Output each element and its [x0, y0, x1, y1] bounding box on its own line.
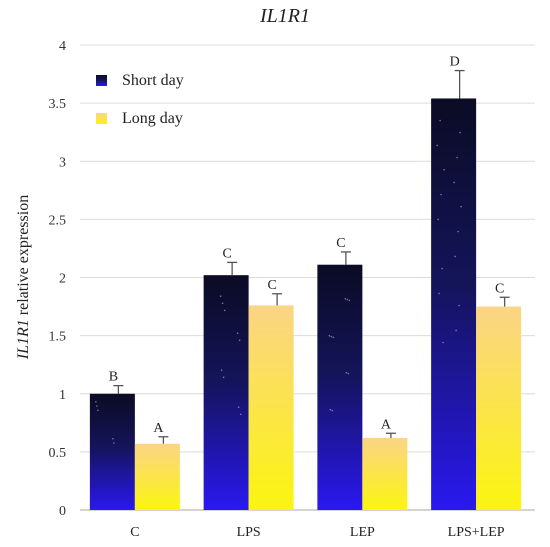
- bar-texture-dot: [458, 304, 460, 307]
- significance-letter-long-day-lps: C: [267, 278, 276, 293]
- bar-texture-dot: [223, 309, 226, 312]
- y-tick-label: 0.5: [49, 446, 67, 461]
- y-tick-label: 1.5: [49, 330, 67, 345]
- bar-short-day-lep: [317, 264, 363, 510]
- bar-texture-dot: [345, 371, 348, 374]
- bar-texture-dot: [236, 332, 239, 334]
- bar-long-day-lep: [362, 437, 408, 510]
- bar-texture-dot: [222, 376, 225, 379]
- bar-texture-dot: [344, 297, 347, 300]
- x-tick-label: C: [130, 525, 139, 540]
- bar-texture-dot: [438, 292, 440, 295]
- legend-swatch-short-day: [96, 75, 107, 86]
- bar-texture-dot: [346, 298, 349, 301]
- bar-texture-dot: [96, 405, 98, 407]
- bar-texture-dot: [97, 409, 99, 412]
- legend-label-short-day: Short day: [122, 72, 184, 89]
- significance-letter-short-day-lps: C: [222, 246, 231, 261]
- bar-texture-dot: [237, 406, 240, 408]
- bar-texture-dot: [436, 144, 438, 147]
- y-tick-label: 1: [59, 388, 66, 403]
- significance-letter-long-day-c: A: [153, 421, 164, 436]
- bar-texture-dot: [443, 168, 445, 171]
- y-tick-label: 2.5: [49, 213, 67, 228]
- y-axis-label: IL1R1 relative expression: [15, 195, 32, 360]
- bar-texture-dot: [459, 131, 461, 134]
- bar-texture-dot: [95, 400, 97, 403]
- bar-texture-dot: [439, 119, 441, 122]
- bar-texture-dot: [454, 255, 456, 258]
- bar-texture-dot: [328, 334, 331, 337]
- y-tick-label: 2: [59, 272, 66, 287]
- significance-letter-short-day-lps-lep: D: [450, 55, 460, 70]
- significance-letter-long-day-lep: A: [381, 417, 392, 432]
- legend: Short day Long day: [96, 72, 184, 127]
- bar-texture-dot: [453, 181, 455, 184]
- significance-letter-short-day-lep: C: [336, 236, 345, 251]
- significance-letter-short-day-c: B: [109, 370, 118, 385]
- bar-long-day-c: [134, 443, 180, 510]
- bar-texture-dot: [440, 193, 442, 196]
- bars: B A C C C A D C: [89, 55, 522, 510]
- bar-texture-dot: [347, 372, 350, 375]
- bar-texture-dot: [112, 437, 114, 440]
- bar-texture-dot: [238, 339, 241, 342]
- x-tick-labels: C LPS LEP LPS+LEP: [130, 525, 505, 540]
- y-tick-labels: 0 0.5 1 1.5 2 2.5 3 3.5 4: [49, 39, 67, 519]
- bar-texture-dot: [329, 408, 332, 411]
- bar-texture-dot: [442, 341, 444, 344]
- bar-texture-dot: [457, 230, 459, 233]
- legend-label-long-day: Long day: [122, 110, 183, 127]
- x-tick-label: LPS+LEP: [448, 525, 505, 540]
- bar-short-day-lps: [203, 275, 249, 510]
- bar-texture-dot: [460, 205, 462, 208]
- bar-long-day-lps-lep: [476, 306, 522, 510]
- y-tick-label: 0: [59, 504, 66, 519]
- bar-short-day-c: [89, 393, 135, 510]
- bar-texture-dot: [219, 295, 222, 297]
- bar-texture-dot: [455, 329, 457, 332]
- bar-texture-dot: [220, 369, 223, 371]
- bar-texture-dot: [221, 302, 224, 305]
- y-tick-label: 4: [59, 39, 66, 54]
- bar-texture-dot: [332, 336, 335, 339]
- bar-texture-dot: [437, 218, 439, 221]
- chart-title: IL1R1: [259, 5, 310, 27]
- bar-texture-dot: [239, 413, 242, 416]
- bar-texture-dot: [456, 156, 458, 159]
- bar-texture-dot: [441, 267, 443, 270]
- bar-texture-dot: [330, 335, 333, 338]
- bar-texture-dot: [331, 409, 334, 412]
- legend-swatch-long-day: [96, 113, 107, 124]
- y-tick-label: 3.5: [49, 97, 67, 112]
- y-tick-label: 3: [59, 155, 66, 170]
- bar-short-day-lps-lep: [431, 98, 477, 510]
- y-axis-label-text: relative expression: [15, 195, 32, 319]
- significance-letter-long-day-lps-lep: C: [495, 281, 504, 296]
- x-tick-label: LPS: [237, 525, 261, 540]
- bar-long-day-lps: [248, 305, 294, 510]
- y-axis-label-gene: IL1R1: [15, 319, 32, 360]
- x-tick-label: LEP: [350, 525, 375, 540]
- bar-texture-dot: [348, 299, 351, 302]
- bar-texture-dot: [113, 442, 115, 444]
